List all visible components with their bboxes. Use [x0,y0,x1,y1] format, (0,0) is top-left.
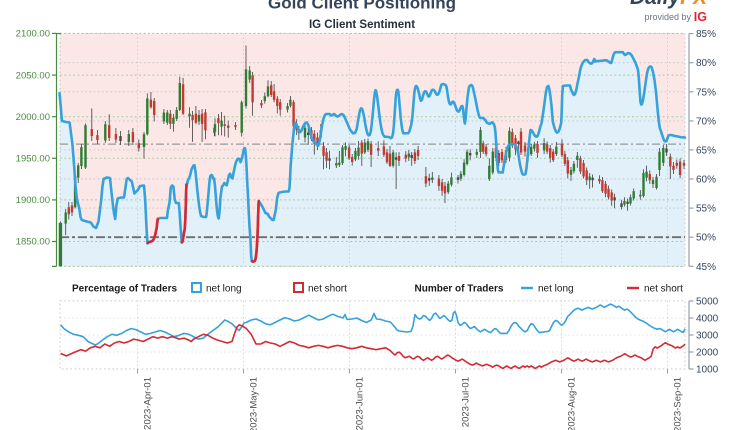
svg-text:1850.00: 1850.00 [16,237,50,248]
svg-text:70%: 70% [696,116,716,127]
svg-text:net long: net long [206,284,242,295]
svg-text:2023-Sep-01: 2023-Sep-01 [673,377,684,430]
svg-text:Percentage of Traders: Percentage of Traders [72,284,177,295]
svg-text:5000: 5000 [696,297,719,308]
svg-text:1900.00: 1900.00 [16,195,50,206]
svg-text:DailyFX: DailyFX [630,0,709,9]
svg-text:provided by: provided by [644,12,691,22]
svg-text:1000: 1000 [696,365,719,376]
svg-text:45%: 45% [696,262,716,273]
svg-text:2000: 2000 [696,348,719,359]
svg-text:2023-Apr-01: 2023-Apr-01 [143,377,154,430]
svg-text:85%: 85% [696,29,716,40]
svg-text:75%: 75% [696,87,716,98]
svg-text:Gold Client Positioning: Gold Client Positioning [268,0,456,13]
svg-text:IG: IG [694,10,707,24]
svg-text:55%: 55% [696,204,716,215]
svg-text:4000: 4000 [696,314,719,325]
svg-text:net short: net short [308,284,347,295]
svg-text:2023-Aug-01: 2023-Aug-01 [567,377,578,430]
svg-text:2023-May-01: 2023-May-01 [249,377,260,430]
svg-text:2050.00: 2050.00 [16,70,50,81]
svg-text:2023-Jul-01: 2023-Jul-01 [461,377,472,427]
svg-text:net long: net long [538,284,574,295]
svg-text:3000: 3000 [696,331,719,342]
svg-text:60%: 60% [696,175,716,186]
svg-text:1950.00: 1950.00 [16,154,50,165]
svg-text:IG Client Sentiment: IG Client Sentiment [309,19,415,31]
svg-text:2000.00: 2000.00 [16,112,50,123]
svg-text:Number of Traders: Number of Traders [415,284,504,295]
svg-text:80%: 80% [696,58,716,69]
svg-text:2100.00: 2100.00 [16,29,50,40]
svg-text:65%: 65% [696,145,716,156]
svg-text:50%: 50% [696,233,716,244]
svg-text:net short: net short [644,284,683,295]
svg-text:2023-Jun-01: 2023-Jun-01 [355,377,366,430]
